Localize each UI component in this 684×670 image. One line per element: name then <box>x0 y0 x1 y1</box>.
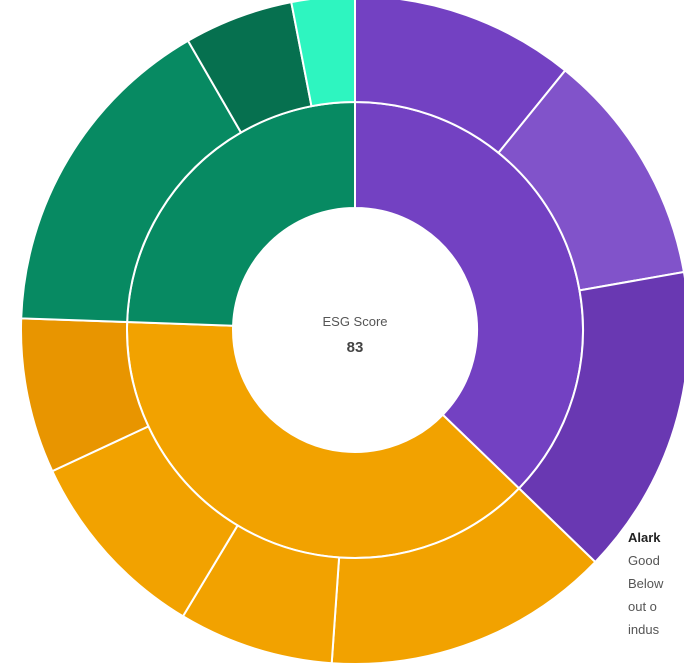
segment <box>290 0 356 108</box>
center-value: 83 <box>347 339 364 356</box>
center-label: ESG Score <box>322 314 387 329</box>
side-line: indus <box>628 622 660 637</box>
side-line: Below <box>628 576 664 591</box>
side-panel: Alark Good Below out o indus <box>628 526 684 641</box>
side-line: out o <box>628 599 657 614</box>
side-line: Good <box>628 553 660 568</box>
side-title: Alark <box>628 530 661 545</box>
